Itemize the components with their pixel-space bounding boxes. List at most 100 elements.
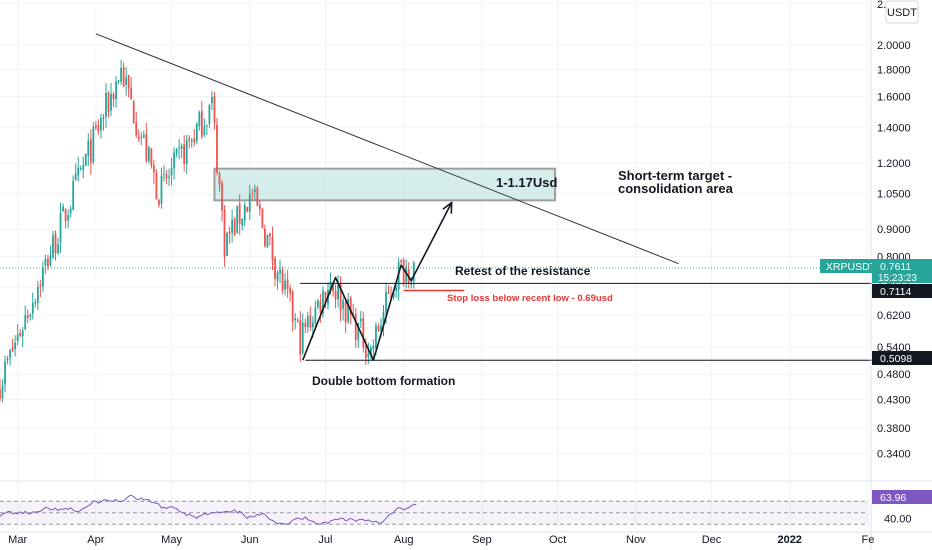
candle-29 [72,175,75,211]
candle-body [11,347,14,351]
candle-body [349,297,352,315]
candle-19 [47,254,49,271]
price-tags: USDT XRPUSDT 0.7611 15:23:23 0.7114 0.50… [820,0,932,504]
candle-67 [168,168,170,186]
double-bottom-path [302,202,453,361]
candle-73 [183,135,186,172]
candle-body [387,292,390,294]
candle-body [115,81,117,99]
candle-118 [296,317,299,323]
resistance-price-value: 0.7114 [880,286,911,298]
candle-41 [102,113,105,131]
candle-body [236,206,239,233]
double-bottom-label: Double bottom formation [312,374,455,388]
candle-38 [94,120,97,131]
candle-141 [354,307,357,348]
time-tick-label: Apr [87,534,104,546]
candle-147 [369,344,372,360]
candle-150 [377,322,380,333]
candle-body [314,307,317,324]
time-tick-label: Jul [318,534,332,546]
candle-body [160,176,163,204]
candle-body [24,315,27,330]
candle-98 [246,206,249,213]
candle-35 [87,133,90,167]
time-tick-label: Oct [549,534,566,546]
candle-body [147,147,150,162]
candle-58 [145,122,148,163]
candle-79 [198,110,201,131]
candle-56 [140,132,143,146]
currency-label: USDT [887,7,917,19]
candle-159 [400,259,403,265]
candle-44 [110,82,112,117]
candle-body [84,153,87,166]
candle-body [44,259,47,266]
current-price-value: 0.7611 [880,261,911,273]
time-tick-label: Mar [8,534,27,546]
candle-104 [261,207,264,229]
candle-body [319,301,322,313]
rsi-tick-label: 40.00 [884,514,912,526]
candle-33 [82,156,85,179]
candle-body [188,138,191,141]
candle-body [221,182,223,211]
candle-body [347,299,350,322]
price-tick-label: 1.4000 [877,122,911,134]
candle-body [142,135,145,138]
candle-39 [97,119,100,136]
candle-20 [49,245,52,267]
candle-body [183,144,186,165]
candle-body [100,117,102,131]
candle-body [279,269,281,274]
candle-body [261,209,264,228]
candle-100 [251,188,254,201]
candle-152 [382,305,385,337]
candle-11 [26,309,29,324]
price-tick-label: 1.2000 [877,158,911,170]
candle-body [359,318,362,322]
target-zone-layer [213,167,557,202]
candle-49 [122,62,125,88]
candlestick-series [0,59,415,403]
candle-body [47,258,49,267]
candle-50 [125,66,128,96]
candle-body [377,326,380,332]
candle-body [337,284,339,300]
candle-107 [269,232,271,246]
candle-68 [170,158,173,186]
candle-body [208,105,211,124]
bottom-price-value: 0.5098 [880,353,912,365]
candle-122 [306,311,309,333]
candle-137 [344,298,347,333]
candle-body [405,267,408,283]
candle-body [31,302,34,314]
rsi-line [0,494,417,525]
candle-body [54,233,57,254]
candle-body [165,174,168,179]
candle-body [132,101,135,123]
time-tick-label: May [161,534,182,546]
candle-body [112,93,115,100]
price-tick-label: 0.9000 [877,224,911,236]
candle-body [62,206,64,212]
candle-body [26,315,29,319]
candle-body [14,342,17,350]
candle-body [329,282,332,292]
time-tick-label: Dec [702,534,722,546]
price-tick-label: 0.3800 [877,423,911,435]
candle-body [127,75,130,89]
candle-120 [301,313,304,356]
candle-106 [266,234,269,248]
price-tick-label: 0.4300 [877,395,911,407]
candle-61 [153,159,155,185]
candle-96 [241,218,244,231]
price-tick-label: 0.6200 [877,310,911,322]
candle-body [269,233,271,237]
candle-body [52,235,54,258]
candle-body [216,124,218,173]
candle-28 [69,205,72,218]
candle-body [19,332,22,336]
candle-body [39,285,42,287]
